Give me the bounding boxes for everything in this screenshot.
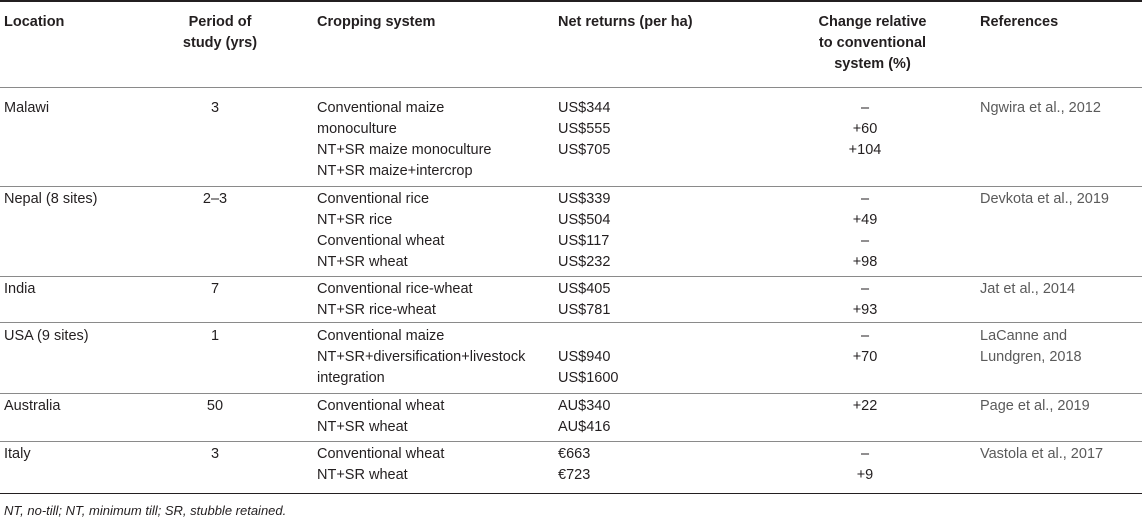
row-rule	[0, 393, 1142, 394]
cell-returns: US$405 US$781	[558, 281, 611, 318]
cell-period: 7	[210, 281, 220, 297]
cell-reference: Ngwira et al., 2012	[980, 100, 1101, 116]
cell-period: 3	[210, 446, 220, 462]
cell-cropping: Conventional rice NT+SR rice Conventiona…	[317, 191, 445, 270]
cell-change: – +9	[856, 446, 874, 483]
table-bottom-rule	[0, 493, 1142, 494]
cell-period: 50	[206, 398, 224, 414]
header-rule	[0, 87, 1142, 88]
cell-reference: Vastola et al., 2017	[980, 446, 1104, 462]
cell-change: – +70	[852, 328, 878, 365]
header-returns: Net returns (per ha)	[558, 14, 693, 30]
row-rule	[0, 186, 1142, 187]
cell-location: Nepal (8 sites)	[4, 191, 98, 207]
row-rule	[0, 322, 1142, 323]
table-footnote: NT, no-till; NT, minimum till; SR, stubb…	[4, 503, 287, 518]
cell-cropping: Conventional wheat NT+SR wheat	[317, 398, 445, 435]
cell-change: – +60 +104	[848, 100, 882, 158]
cell-cropping: Conventional maize NT+SR+diversification…	[317, 328, 526, 386]
row-rule	[0, 276, 1142, 277]
cell-change: +22	[852, 398, 878, 414]
cell-cropping: Conventional maize monoculture NT+SR mai…	[317, 100, 492, 179]
cell-cropping: Conventional rice-wheat NT+SR rice-wheat	[317, 281, 473, 318]
cell-returns: €663 €723	[558, 446, 591, 483]
cell-returns: US$339 US$504 US$117 US$232	[558, 191, 611, 270]
cell-returns: US$940 US$1600	[558, 349, 619, 386]
header-references: References	[980, 14, 1059, 30]
header-location: Location	[4, 14, 65, 30]
cell-period: 1	[210, 328, 220, 344]
row-rule	[0, 441, 1142, 442]
cell-returns: AU$340 AU$416	[558, 398, 611, 435]
cell-cropping: Conventional wheat NT+SR wheat	[317, 446, 445, 483]
cell-location: Malawi	[4, 100, 50, 116]
cell-period: 3	[210, 100, 220, 116]
cell-reference: LaCanne and Lundgren, 2018	[980, 328, 1082, 365]
cell-returns: US$344 US$555 US$705	[558, 100, 611, 158]
cell-reference: Jat et al., 2014	[980, 281, 1076, 297]
cell-location: Italy	[4, 446, 31, 462]
header-period: Period of study (yrs)	[182, 14, 258, 51]
cell-location: USA (9 sites)	[4, 328, 89, 344]
header-change: Change relative to conventional system (…	[818, 14, 927, 72]
table-top-rule	[0, 0, 1142, 2]
cell-period: 2–3	[202, 191, 228, 207]
cell-change: – +93	[852, 281, 878, 318]
cell-location: Australia	[4, 398, 61, 414]
cell-change: – +49 – +98	[852, 191, 878, 270]
header-cropping: Cropping system	[317, 14, 436, 30]
cell-reference: Devkota et al., 2019	[980, 191, 1109, 207]
cell-location: India	[4, 281, 36, 297]
cell-reference: Page et al., 2019	[980, 398, 1090, 414]
